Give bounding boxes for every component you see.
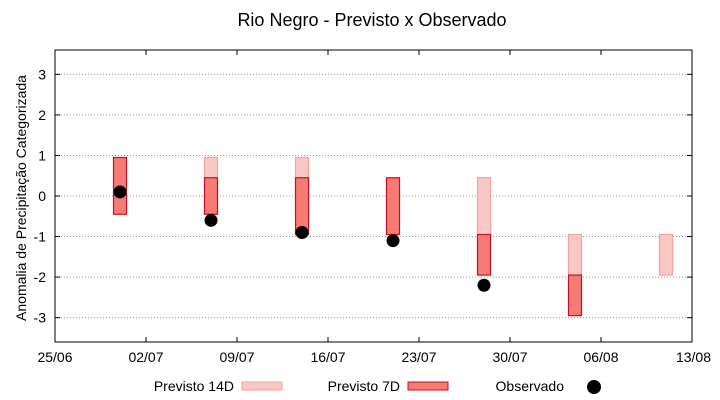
point-observado bbox=[113, 185, 127, 199]
y-tick-label: -3 bbox=[34, 310, 47, 326]
x-tick-label: 02/07 bbox=[128, 349, 163, 365]
range-bar-previsto-14d bbox=[476, 177, 492, 236]
y-tick-label: -1 bbox=[34, 229, 47, 245]
y-tick-label: 3 bbox=[38, 66, 46, 82]
x-tick-label: 23/07 bbox=[401, 349, 436, 365]
x-tick-label: 13/08 bbox=[676, 349, 711, 365]
series-previsto-14d bbox=[203, 156, 674, 276]
range-bar-previsto-7d bbox=[385, 177, 401, 236]
legend-label-previsto-7d: Previsto 7D bbox=[328, 378, 400, 394]
x-tick-label: 09/07 bbox=[219, 349, 254, 365]
y-axis-label: Anomalia de Precipitação Categorizada bbox=[13, 75, 29, 321]
legend: Previsto 14D Previsto 7D Observado bbox=[154, 378, 601, 394]
x-tick-label: 30/07 bbox=[492, 349, 527, 365]
range-bar-previsto-14d bbox=[658, 233, 674, 276]
grid bbox=[55, 73, 692, 319]
y-axis-ticks: 3 2 1 0 -1 -2 -3 bbox=[34, 66, 692, 326]
legend-label-previsto-14d: Previsto 14D bbox=[154, 378, 234, 394]
legend-swatch-previsto-7d bbox=[407, 381, 449, 391]
y-tick-label: 1 bbox=[38, 147, 46, 163]
y-tick-label: -2 bbox=[34, 269, 47, 285]
legend-marker-observado bbox=[587, 380, 601, 394]
point-observado bbox=[295, 226, 309, 239]
point-observado bbox=[386, 234, 400, 248]
x-tick-label: 16/07 bbox=[310, 349, 345, 365]
range-bar-previsto-7d bbox=[567, 274, 583, 317]
legend-swatch-previsto-14d bbox=[241, 381, 283, 391]
x-tick-label: 25/06 bbox=[37, 349, 72, 365]
point-observado bbox=[477, 278, 491, 292]
y-tick-label: 2 bbox=[38, 107, 46, 123]
plot-frame bbox=[54, 49, 693, 343]
range-bar-previsto-7d bbox=[203, 177, 219, 215]
series-observado bbox=[113, 185, 491, 292]
range-bar-previsto-7d bbox=[476, 233, 492, 276]
legend-label-observado: Observado bbox=[496, 378, 565, 394]
series-previsto-7d bbox=[112, 156, 583, 317]
chart-title: Rio Negro - Previsto x Observado bbox=[237, 10, 506, 30]
x-tick-label: 06/08 bbox=[583, 349, 618, 365]
x-axis-ticks: 25/06 02/07 09/07 16/07 23/07 30/07 06/08 13/08 bbox=[37, 50, 711, 365]
range-bar-previsto-14d bbox=[567, 233, 583, 276]
point-observado bbox=[204, 213, 218, 227]
y-tick-label: 0 bbox=[38, 188, 46, 204]
